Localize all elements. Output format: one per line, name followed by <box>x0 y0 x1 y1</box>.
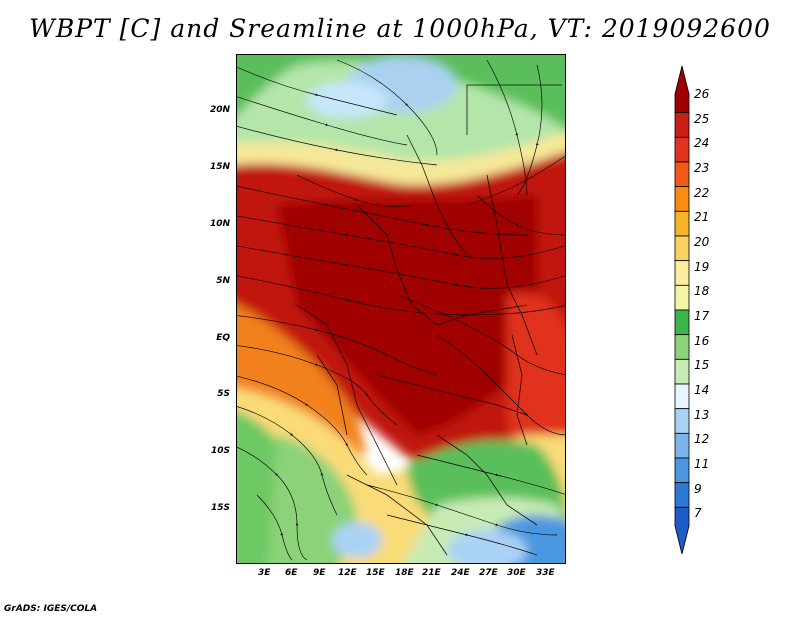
colorbar <box>674 65 690 555</box>
x-tick-label: 3E <box>258 568 271 578</box>
colorbar-label: 15 <box>694 358 710 373</box>
footer-credit: GrADS: IGES/COLA <box>4 604 98 614</box>
y-tick-label: 10S <box>210 446 230 456</box>
y-tick-label: 15S <box>210 503 230 513</box>
colorbar-swatch <box>674 482 690 508</box>
x-tick-label: 12E <box>338 568 357 578</box>
colorbar-label: 21 <box>694 210 710 225</box>
colorbar-swatch <box>674 284 690 311</box>
x-tick-label: 33E <box>536 568 555 578</box>
map-panel <box>236 54 566 564</box>
x-tick-label: 24E <box>451 568 470 578</box>
y-tick-label: 10N <box>209 219 230 229</box>
colorbar-label: 20 <box>694 235 710 249</box>
streamlines <box>237 59 565 561</box>
y-tick-label: 5S <box>217 389 230 399</box>
y-tick-label: 5N <box>216 276 230 286</box>
colorbar-swatch <box>674 112 690 138</box>
colorbar-swatch <box>674 235 690 262</box>
colorbar-swatch <box>674 210 690 237</box>
colorbar-swatch <box>674 65 690 114</box>
colorbar-swatch <box>674 408 690 434</box>
x-tick-label: 18E <box>395 568 414 578</box>
colorbar-label: 19 <box>694 259 710 274</box>
colorbar-label: 16 <box>694 333 710 348</box>
colorbar-label: 11 <box>694 457 710 471</box>
y-tick-label: EQ <box>216 333 230 343</box>
colorbar-swatch <box>674 186 690 212</box>
colorbar-swatch <box>674 260 690 286</box>
colorbar-label: 17 <box>694 309 710 323</box>
colorbar-swatch <box>674 383 690 410</box>
colorbar-swatch <box>674 506 690 555</box>
x-tick-label: 9E <box>313 568 326 578</box>
wbpt-field-map <box>237 55 565 563</box>
x-tick-label: 30E <box>507 568 526 578</box>
colorbar-swatch <box>674 358 690 385</box>
x-tick-label: 15E <box>366 568 385 578</box>
colorbar-label: 25 <box>694 111 710 126</box>
colorbar-swatch <box>674 334 690 360</box>
colorbar-label: 18 <box>694 284 710 299</box>
colorbar-swatch <box>674 161 690 188</box>
colorbar-label: 7 <box>694 506 702 521</box>
colorbar-label: 14 <box>694 383 710 397</box>
y-tick-label: 20N <box>209 105 230 115</box>
colorbar-label: 23 <box>694 161 710 175</box>
colorbar-swatch <box>674 432 690 459</box>
colorbar-label: 22 <box>694 185 710 200</box>
colorbar-label: 13 <box>694 407 710 422</box>
colorbar-label: 26 <box>694 87 710 101</box>
colorbar-swatch <box>674 457 690 484</box>
x-tick-label: 6E <box>285 568 298 578</box>
y-tick-label: 15N <box>209 162 230 172</box>
colorbar-label: 9 <box>694 481 702 496</box>
colorbar-swatch <box>674 309 690 336</box>
chart-title: WBPT [C] and Sreamline at 1000hPa, VT: 2… <box>29 14 771 43</box>
colorbar-label: 24 <box>694 136 710 151</box>
colorbar-swatch <box>674 136 690 163</box>
colorbar-label: 12 <box>694 432 710 447</box>
x-tick-label: 27E <box>479 568 498 578</box>
x-tick-label: 21E <box>422 568 441 578</box>
